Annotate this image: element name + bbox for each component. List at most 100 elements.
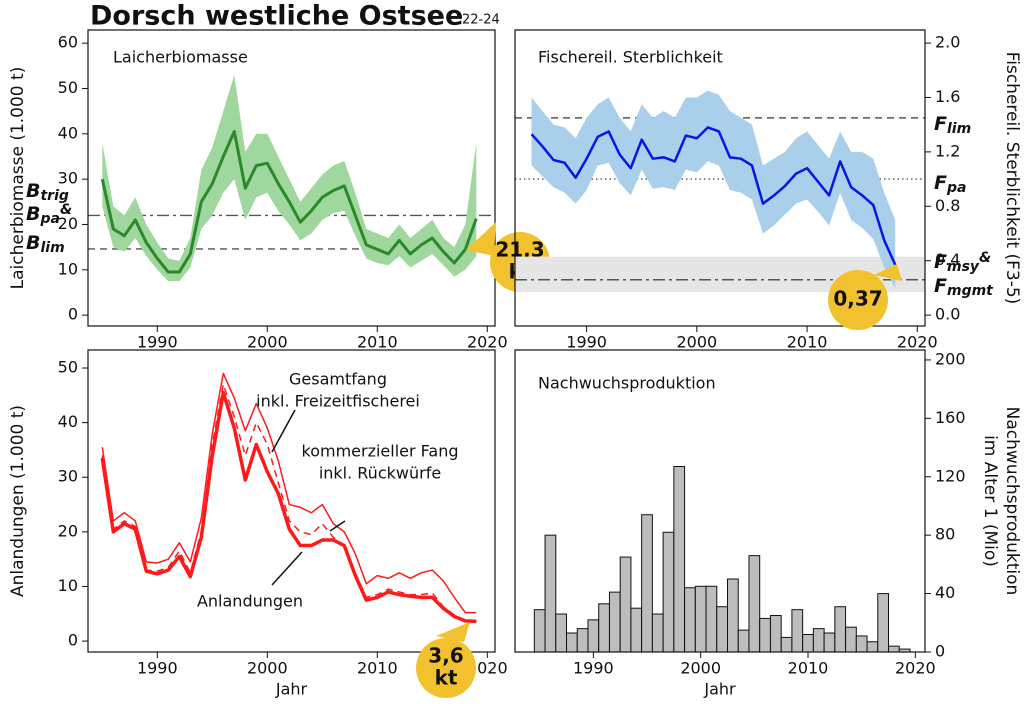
series-label-pointer bbox=[271, 409, 296, 453]
y-axis-label: Laicherbiomasse (1.000 t) bbox=[8, 67, 28, 290]
bar bbox=[630, 607, 643, 653]
bar bbox=[555, 613, 568, 653]
y-tick-label: 40 bbox=[58, 412, 78, 431]
ref-label-main: B bbox=[26, 180, 40, 202]
bar bbox=[727, 578, 739, 653]
callout-text: 3,6 bbox=[428, 644, 463, 668]
y-tick-label: 50 bbox=[58, 78, 78, 97]
panel-title: Fischereil. Sterblichkeit bbox=[538, 48, 723, 67]
bar bbox=[533, 609, 546, 653]
ci-band bbox=[531, 90, 896, 288]
panel-title: Nachwuchsproduktion bbox=[538, 374, 716, 393]
ref-label-suffix: & bbox=[979, 250, 991, 266]
ref-label: Blim bbox=[26, 232, 65, 257]
y-tick-label: 20 bbox=[58, 521, 78, 540]
ci-band bbox=[102, 74, 477, 282]
figure-subtitle: 22-24 bbox=[462, 13, 500, 28]
bar bbox=[812, 628, 825, 653]
bar bbox=[855, 635, 868, 653]
series-label: Gesamtfang bbox=[289, 370, 387, 389]
y-tick-label: 30 bbox=[58, 169, 78, 188]
y-tick-label: 2.0 bbox=[935, 33, 960, 52]
bar bbox=[780, 636, 793, 653]
bar bbox=[791, 609, 804, 653]
ref-label-sub: pa bbox=[946, 180, 966, 196]
ref-label: Btrig bbox=[26, 180, 69, 205]
bar bbox=[651, 613, 664, 653]
ref-label: Flim bbox=[934, 113, 971, 138]
bar bbox=[684, 587, 696, 653]
panel: 0 10 20 30 40 50 1990 2000 2010 2020 Jahr Anlandung… bbox=[8, 349, 508, 699]
bar bbox=[716, 606, 729, 653]
figure-title: Dorsch westliche Ostsee bbox=[90, 1, 463, 32]
bar bbox=[705, 585, 718, 653]
series-label-pointer bbox=[271, 551, 303, 586]
panel-title: Laicherbiomasse bbox=[113, 48, 248, 67]
bar bbox=[888, 645, 900, 653]
bar bbox=[662, 531, 675, 653]
x-tick-label: 2010 bbox=[788, 659, 829, 678]
callout-pointer bbox=[874, 264, 902, 281]
series-label-pointer bbox=[329, 520, 346, 532]
y-tick-label: 0 bbox=[68, 631, 78, 650]
bar bbox=[877, 593, 890, 653]
x-tick-label: 2020 bbox=[897, 333, 938, 352]
ref-label-main: B bbox=[26, 232, 40, 254]
x-tick-label: 2000 bbox=[676, 333, 717, 352]
x-tick-label: 2020 bbox=[467, 333, 508, 352]
series-line bbox=[100, 390, 477, 624]
series-label: Anlandungen bbox=[197, 592, 303, 611]
bar bbox=[576, 628, 589, 653]
ref-label-sub: msy bbox=[947, 259, 980, 275]
bar bbox=[641, 514, 653, 653]
callout-pointer bbox=[436, 622, 470, 642]
x-tick-label: 2010 bbox=[357, 333, 398, 352]
y-tick-label: 0 bbox=[935, 642, 945, 661]
series-line bbox=[101, 372, 477, 614]
ref-label-main: F bbox=[934, 251, 947, 273]
x-tick-label: 2000 bbox=[680, 659, 721, 678]
bar bbox=[608, 591, 621, 653]
x-tick-label: 2010 bbox=[357, 659, 398, 678]
x-tick-label: 2010 bbox=[787, 333, 828, 352]
x-tick-label: 2020 bbox=[895, 659, 936, 678]
ref-label-main: F bbox=[934, 113, 947, 135]
ref-label-sub: mgmt bbox=[947, 283, 994, 299]
bar bbox=[802, 633, 814, 653]
x-tick-label: 1990 bbox=[137, 659, 178, 678]
bar bbox=[587, 619, 600, 653]
y-tick-label: 40 bbox=[58, 123, 78, 142]
y-tick-label: 1.2 bbox=[935, 141, 960, 160]
x-tick-label: 1990 bbox=[573, 659, 614, 678]
callout bbox=[828, 270, 888, 330]
x-tick-label: 2000 bbox=[247, 333, 288, 352]
y-tick-label: 30 bbox=[58, 467, 78, 486]
ref-label-sub: trig bbox=[40, 188, 68, 204]
bar bbox=[834, 606, 847, 653]
panel: 0 10 20 30 40 50 60 1990 2000 2010 2020 Laicherbiom… bbox=[8, 29, 550, 352]
ref-label-main: B bbox=[26, 203, 40, 225]
plot-frame bbox=[514, 29, 926, 327]
y-tick-label: 200 bbox=[935, 349, 966, 368]
ref-label-main: F bbox=[934, 275, 947, 297]
plot-frame bbox=[514, 349, 926, 653]
ref-label: Fmsy& bbox=[934, 250, 991, 275]
y-tick-label: 160 bbox=[935, 408, 966, 427]
plot-frame bbox=[87, 29, 496, 327]
panel: 0 40 80 120 160 200 1990 2000 2010 2020 Jahr Nachwu… bbox=[514, 349, 1022, 699]
callout-pointer bbox=[466, 222, 496, 256]
x-tick-label: 1990 bbox=[137, 333, 178, 352]
ref-label: Bpa& bbox=[26, 202, 72, 227]
series-line bbox=[530, 126, 897, 266]
series-line bbox=[101, 383, 477, 622]
ref-label-suffix: & bbox=[60, 202, 72, 218]
y-tick-label: 20 bbox=[58, 214, 78, 233]
x-tick-label: 2000 bbox=[247, 659, 288, 678]
callout-text: kt bbox=[435, 666, 458, 690]
x-axis-label: Jahr bbox=[703, 680, 736, 699]
callout-text: 0,37 bbox=[833, 287, 882, 311]
series-label: inkl. Freizeitfischerei bbox=[256, 392, 420, 411]
y-axis-label: im Alter 1 (Mio) bbox=[980, 435, 1000, 567]
y-axis-label: Nachwuchsproduktion bbox=[1002, 407, 1022, 596]
bar bbox=[748, 555, 761, 653]
